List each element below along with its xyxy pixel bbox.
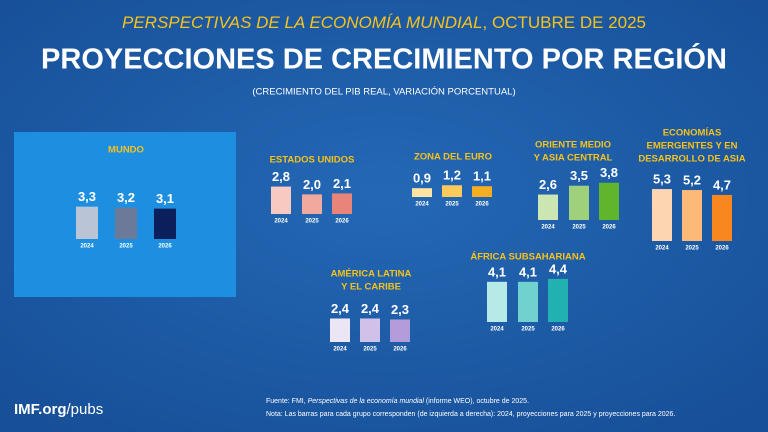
value-label: 1,1 (473, 169, 491, 184)
bar (652, 189, 672, 241)
value-label: 3,5 (570, 168, 588, 183)
source-c: (informe WEO), octubre de 2025. (424, 398, 529, 405)
bar (412, 188, 432, 197)
kicker-pub: PERSPECTIVAS DE LA ECONOMÍA MUNDIAL (122, 13, 483, 32)
kicker: PERSPECTIVAS DE LA ECONOMÍA MUNDIAL, OCT… (122, 13, 646, 32)
x-tick-label: 2025 (363, 347, 377, 353)
bar (599, 182, 619, 220)
value-label: 5,2 (683, 172, 701, 187)
source: Fuente: FMI, Perspectivas de la economía… (266, 398, 529, 405)
bar (712, 194, 732, 241)
value-label: 5,3 (653, 171, 671, 186)
title: PROYECCIONES DE CRECIMIENTO POR REGIÓN (41, 42, 727, 76)
site-domain: IMF.org (14, 401, 67, 418)
value-label: 0,9 (413, 171, 431, 186)
site-path: /pubs (67, 401, 104, 418)
bar (548, 278, 568, 322)
x-tick-label: 2026 (602, 225, 616, 231)
subtitle: (CRECIMIENTO DEL PIB REAL, VARIACIÓN POR… (252, 87, 515, 98)
source-a: Fuente: FMI, (266, 398, 308, 405)
value-label: 4,1 (519, 264, 537, 279)
value-label: 2,1 (333, 176, 351, 191)
x-tick-label: 2024 (274, 219, 288, 225)
value-label: 2,8 (272, 169, 290, 184)
x-tick-label: 2024 (415, 202, 429, 208)
x-tick-label: 2026 (551, 327, 565, 333)
x-tick-label: 2025 (305, 219, 319, 225)
x-tick-label: 2024 (80, 244, 94, 250)
value-label: 2,4 (361, 301, 380, 316)
source-b: Perspectivas de la economía mundial (308, 398, 425, 405)
bar (76, 206, 98, 239)
bar (518, 281, 538, 322)
chart-title: ZONA DEL EURO (414, 152, 492, 163)
chart-title: AMÉRICA LATINA (331, 269, 412, 280)
bar (115, 207, 137, 239)
value-label: 4,7 (713, 177, 731, 192)
x-tick-label: 2026 (335, 219, 349, 225)
bar (330, 318, 350, 342)
x-tick-label: 2025 (685, 246, 699, 252)
value-label: 3,2 (117, 190, 135, 205)
x-tick-label: 2026 (715, 246, 729, 252)
chart-title: ESTADOS UNIDOS (270, 155, 355, 166)
x-tick-label: 2025 (572, 225, 586, 231)
bar (569, 185, 589, 220)
x-tick-label: 2024 (333, 347, 347, 353)
bar (472, 186, 492, 197)
chart-title: EMERGENTES Y EN (647, 141, 738, 152)
x-tick-label: 2024 (655, 246, 669, 252)
value-label: 4,4 (549, 261, 568, 276)
value-label: 2,3 (391, 302, 409, 317)
value-label: 1,2 (443, 168, 461, 183)
chart-title: Y ASIA CENTRAL (534, 153, 613, 164)
chart-title: DESARROLLO DE ASIA (638, 154, 745, 165)
chart-title: ECONOMÍAS (663, 128, 722, 139)
value-label: 2,4 (331, 301, 350, 316)
bar (360, 318, 380, 342)
x-tick-label: 2025 (445, 202, 459, 208)
value-label: 4,1 (488, 264, 506, 279)
bar (390, 319, 410, 342)
value-label: 3,8 (600, 165, 618, 180)
bar (302, 194, 322, 214)
site: IMF.org/pubs (14, 401, 103, 418)
x-tick-label: 2024 (541, 225, 555, 231)
value-label: 3,1 (156, 191, 174, 206)
chart-title: Y EL CARIBE (341, 282, 401, 293)
bar (332, 193, 352, 214)
chart-title: ORIENTE MEDIO (535, 140, 611, 151)
x-tick-label: 2025 (119, 244, 133, 250)
bar (442, 185, 462, 197)
chart-title: MUNDO (108, 145, 144, 156)
bar (538, 194, 558, 220)
note: Nota: Las barras para cada grupo corresp… (266, 411, 675, 418)
chart-title: ÁFRICA SUBSAHARIANA (470, 252, 585, 263)
x-tick-label: 2026 (475, 202, 489, 208)
x-tick-label: 2026 (158, 244, 172, 250)
x-tick-label: 2024 (490, 327, 504, 333)
value-label: 2,0 (303, 177, 321, 192)
bar (271, 186, 291, 214)
kicker-date: , OCTUBRE DE 2025 (483, 13, 646, 32)
bar (682, 190, 702, 241)
x-tick-label: 2025 (521, 327, 535, 333)
bar (487, 281, 507, 322)
value-label: 2,6 (539, 177, 557, 192)
bar (154, 208, 176, 239)
value-label: 3,3 (78, 189, 96, 204)
x-tick-label: 2026 (393, 347, 407, 353)
